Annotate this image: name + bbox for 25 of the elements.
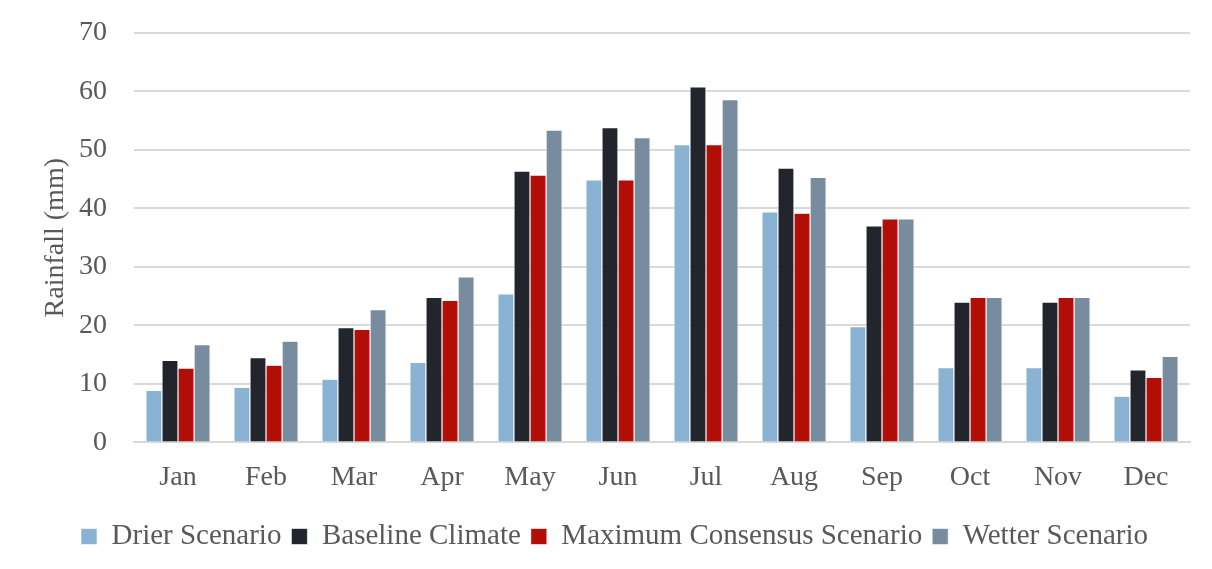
y-axis-title: Rainfall (mm): [38, 158, 70, 318]
y-tick-label: 40: [79, 190, 107, 222]
legend-label: Drier Scenario: [111, 518, 282, 551]
y-tick-label: 50: [79, 132, 107, 164]
legend-label: Maximum Consensus Scenario: [561, 518, 923, 551]
x-tick-label: Jun: [598, 459, 638, 491]
x-tick-label: Feb: [245, 459, 287, 491]
x-tick-label: Jan: [159, 459, 197, 491]
x-tick-label: Dec: [1123, 459, 1169, 491]
legend-label: Wetter Scenario: [962, 518, 1148, 551]
y-tick-label: 60: [79, 73, 107, 105]
x-tick-label: Aug: [769, 459, 819, 491]
x-tick-label: Apr: [420, 459, 465, 491]
y-tick-label: 0: [93, 424, 107, 456]
y-tick-label: 30: [79, 249, 107, 281]
legend-label: Baseline Climate: [321, 518, 521, 551]
x-tick-label: Sep: [861, 459, 903, 491]
x-tick-label: May: [504, 459, 556, 491]
x-tick-label: Jul: [689, 459, 723, 491]
y-tick-label: 70: [79, 15, 107, 47]
y-tick-label: 20: [79, 307, 107, 339]
x-tick-label: Oct: [949, 459, 991, 491]
x-tick-label: Nov: [1033, 459, 1083, 491]
y-tick-label: 10: [79, 366, 107, 398]
x-tick-label: Mar: [330, 459, 378, 491]
